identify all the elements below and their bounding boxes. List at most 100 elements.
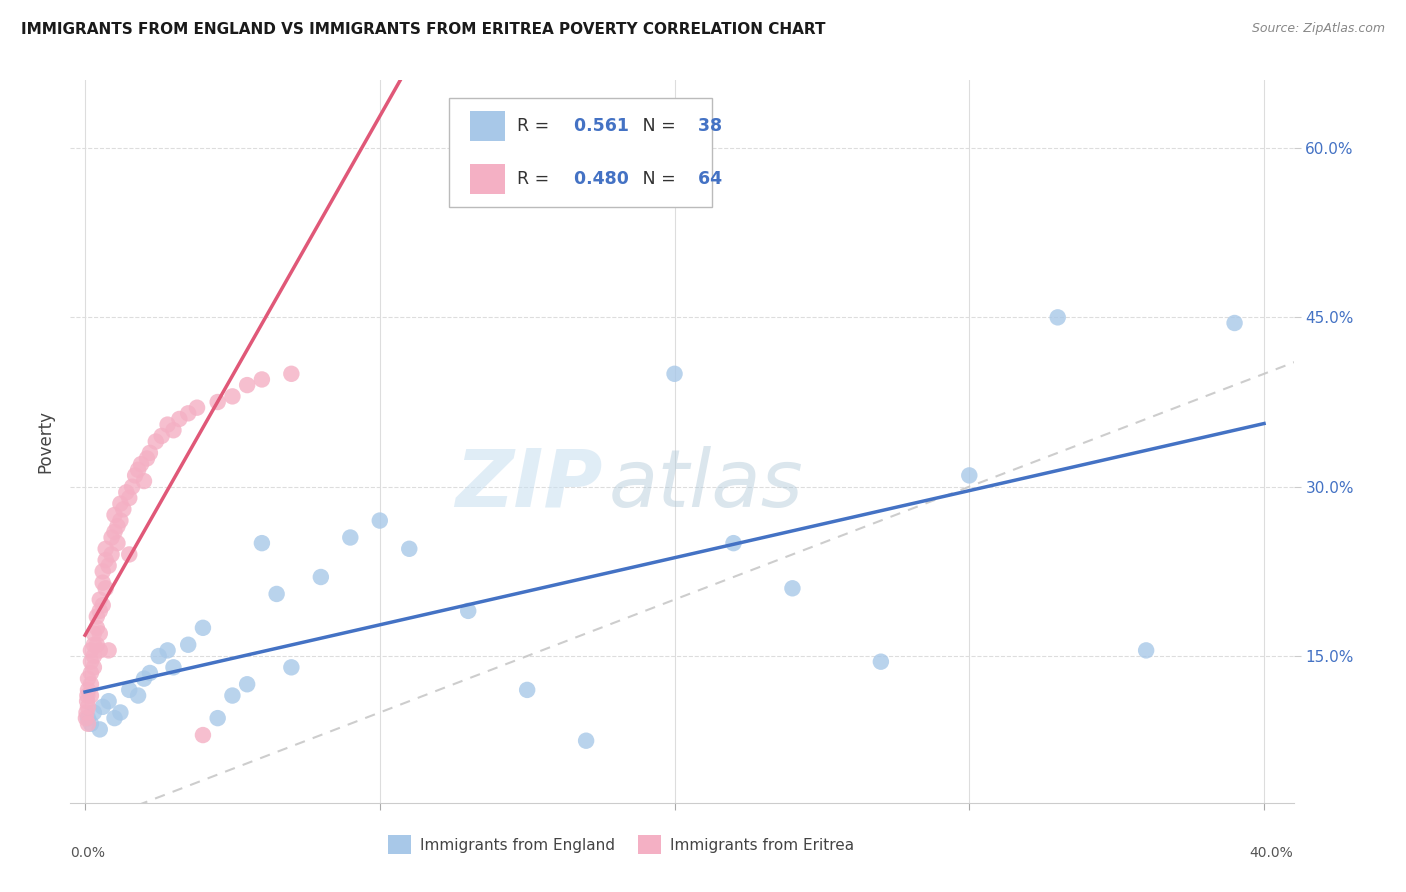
Text: R =: R = bbox=[517, 117, 548, 135]
Point bbox=[97, 643, 120, 657]
Text: 0.561: 0.561 bbox=[568, 117, 628, 135]
Text: R =: R = bbox=[517, 170, 548, 188]
Point bbox=[121, 480, 143, 494]
Point bbox=[110, 706, 132, 720]
Point bbox=[80, 716, 103, 731]
Point bbox=[91, 565, 114, 579]
Point bbox=[97, 558, 120, 573]
Point bbox=[162, 423, 184, 437]
Point bbox=[89, 604, 111, 618]
Point bbox=[236, 378, 259, 392]
Point bbox=[145, 434, 167, 449]
Point bbox=[236, 677, 259, 691]
Text: 0.0%: 0.0% bbox=[70, 847, 105, 860]
Point bbox=[339, 531, 361, 545]
Point bbox=[89, 643, 111, 657]
Y-axis label: Poverty: Poverty bbox=[37, 410, 55, 473]
Text: IMMIGRANTS FROM ENGLAND VS IMMIGRANTS FROM ERITREA POVERTY CORRELATION CHART: IMMIGRANTS FROM ENGLAND VS IMMIGRANTS FR… bbox=[21, 22, 825, 37]
Point bbox=[89, 592, 111, 607]
Point bbox=[94, 541, 117, 556]
Point bbox=[177, 638, 200, 652]
FancyBboxPatch shape bbox=[470, 164, 505, 194]
Point bbox=[77, 672, 100, 686]
Point bbox=[191, 621, 214, 635]
Point bbox=[186, 401, 208, 415]
Text: atlas: atlas bbox=[609, 446, 803, 524]
Point bbox=[191, 728, 214, 742]
Point bbox=[127, 689, 149, 703]
Point bbox=[309, 570, 332, 584]
Point bbox=[723, 536, 745, 550]
Point bbox=[112, 502, 135, 516]
Point bbox=[80, 643, 103, 657]
Point bbox=[127, 463, 149, 477]
Point bbox=[77, 716, 100, 731]
FancyBboxPatch shape bbox=[470, 111, 505, 141]
Point bbox=[86, 621, 108, 635]
Point bbox=[94, 553, 117, 567]
Text: 64: 64 bbox=[692, 170, 721, 188]
Point bbox=[91, 699, 114, 714]
Point bbox=[83, 648, 105, 663]
Point bbox=[129, 457, 152, 471]
Point bbox=[162, 660, 184, 674]
Point bbox=[83, 660, 105, 674]
Point bbox=[169, 412, 191, 426]
Point bbox=[250, 372, 273, 386]
Point bbox=[575, 733, 598, 747]
FancyBboxPatch shape bbox=[450, 98, 713, 207]
Point bbox=[110, 497, 132, 511]
Text: Source: ZipAtlas.com: Source: ZipAtlas.com bbox=[1251, 22, 1385, 36]
Point bbox=[80, 677, 103, 691]
Point bbox=[89, 626, 111, 640]
Point bbox=[250, 536, 273, 550]
Point bbox=[110, 514, 132, 528]
Point bbox=[103, 524, 125, 539]
Legend: Immigrants from England, Immigrants from Eritrea: Immigrants from England, Immigrants from… bbox=[381, 830, 860, 860]
Point bbox=[75, 711, 97, 725]
Point bbox=[80, 665, 103, 680]
Point bbox=[86, 638, 108, 652]
Point bbox=[870, 655, 893, 669]
Point bbox=[280, 660, 302, 674]
Text: 38: 38 bbox=[692, 117, 721, 135]
Text: N =: N = bbox=[637, 170, 675, 188]
Point bbox=[132, 672, 155, 686]
Point bbox=[118, 682, 141, 697]
Point bbox=[156, 643, 179, 657]
Point bbox=[91, 575, 114, 590]
Point bbox=[77, 682, 100, 697]
Point bbox=[266, 587, 288, 601]
Point bbox=[83, 638, 105, 652]
Point bbox=[139, 446, 162, 460]
Point bbox=[103, 711, 125, 725]
Point bbox=[207, 395, 229, 409]
Text: 40.0%: 40.0% bbox=[1250, 847, 1294, 860]
Point bbox=[207, 711, 229, 725]
Point bbox=[80, 689, 103, 703]
Point bbox=[103, 508, 125, 522]
Point bbox=[124, 468, 146, 483]
Point bbox=[136, 451, 159, 466]
Point bbox=[516, 682, 538, 697]
Point bbox=[107, 536, 129, 550]
Point bbox=[118, 548, 141, 562]
Point bbox=[77, 699, 100, 714]
Point bbox=[91, 599, 114, 613]
Point bbox=[139, 665, 162, 680]
Point bbox=[76, 706, 98, 720]
Point bbox=[77, 711, 100, 725]
Point bbox=[107, 519, 129, 533]
Point bbox=[957, 468, 980, 483]
Text: N =: N = bbox=[637, 117, 675, 135]
Point bbox=[83, 706, 105, 720]
Text: 0.480: 0.480 bbox=[568, 170, 628, 188]
Point bbox=[86, 609, 108, 624]
Point bbox=[97, 694, 120, 708]
Point bbox=[177, 406, 200, 420]
Point bbox=[368, 514, 391, 528]
Point bbox=[221, 389, 243, 403]
Point bbox=[76, 689, 98, 703]
Point bbox=[221, 689, 243, 703]
Text: ZIP: ZIP bbox=[456, 446, 602, 524]
